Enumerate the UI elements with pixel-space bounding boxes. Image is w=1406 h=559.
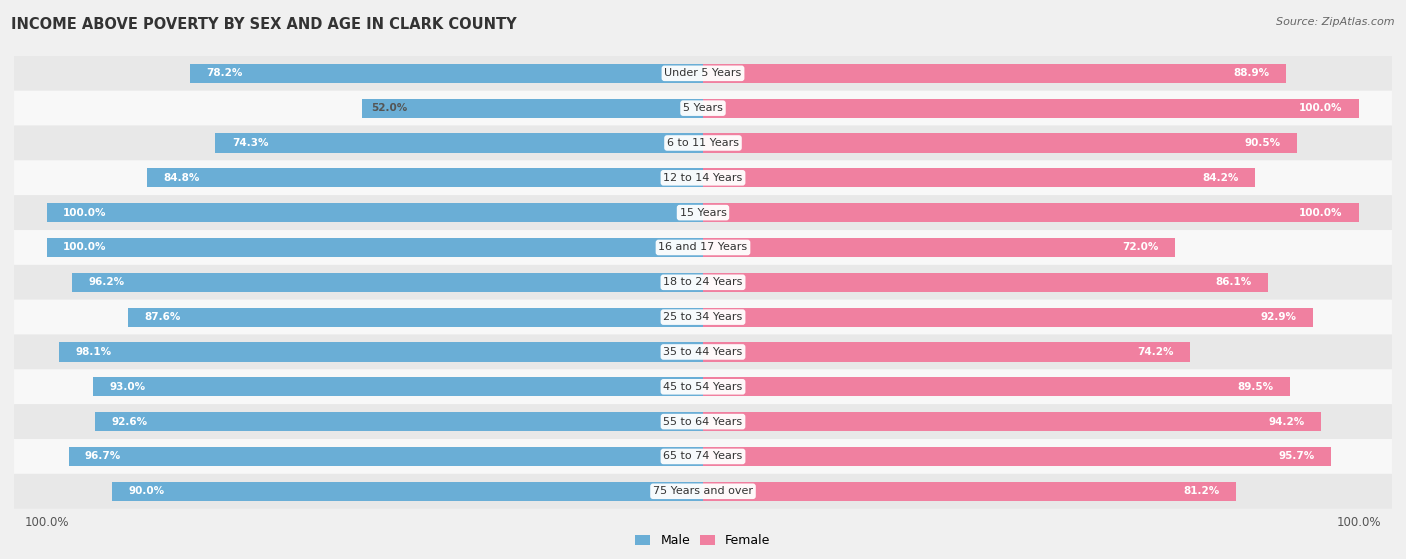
FancyBboxPatch shape	[14, 334, 1392, 369]
Bar	[96, 412, 703, 431]
Text: 86.1%: 86.1%	[1215, 277, 1251, 287]
Text: 74.2%: 74.2%	[1137, 347, 1174, 357]
Bar	[93, 377, 703, 396]
Text: 87.6%: 87.6%	[145, 312, 181, 322]
Text: 81.2%: 81.2%	[1182, 486, 1219, 496]
Text: 84.8%: 84.8%	[163, 173, 200, 183]
Bar	[46, 203, 703, 222]
Text: 89.5%: 89.5%	[1237, 382, 1274, 392]
Bar	[215, 134, 703, 153]
FancyBboxPatch shape	[14, 369, 1392, 404]
Text: 65 to 74 Years: 65 to 74 Years	[664, 452, 742, 461]
Text: 96.2%: 96.2%	[89, 277, 124, 287]
Bar	[190, 64, 703, 83]
Legend: Male, Female: Male, Female	[630, 529, 776, 552]
FancyBboxPatch shape	[14, 265, 1392, 300]
FancyBboxPatch shape	[14, 56, 1392, 91]
Text: 92.6%: 92.6%	[112, 416, 148, 427]
Text: 74.3%: 74.3%	[232, 138, 269, 148]
Bar	[72, 273, 703, 292]
Bar	[703, 377, 1291, 396]
Text: 16 and 17 Years: 16 and 17 Years	[658, 243, 748, 253]
Bar	[361, 98, 703, 118]
Bar	[703, 98, 1360, 118]
Text: 72.0%: 72.0%	[1122, 243, 1159, 253]
Text: 88.9%: 88.9%	[1234, 68, 1270, 78]
Text: 90.5%: 90.5%	[1244, 138, 1281, 148]
Bar	[703, 238, 1175, 257]
Text: 52.0%: 52.0%	[371, 103, 408, 113]
Bar	[703, 134, 1296, 153]
Text: 25 to 34 Years: 25 to 34 Years	[664, 312, 742, 322]
FancyBboxPatch shape	[14, 230, 1392, 265]
FancyBboxPatch shape	[14, 126, 1392, 160]
Text: 90.0%: 90.0%	[129, 486, 165, 496]
FancyBboxPatch shape	[14, 404, 1392, 439]
FancyBboxPatch shape	[14, 160, 1392, 195]
Text: 45 to 54 Years: 45 to 54 Years	[664, 382, 742, 392]
Bar	[69, 447, 703, 466]
Text: 100.0%: 100.0%	[63, 243, 107, 253]
Text: 94.2%: 94.2%	[1268, 416, 1305, 427]
Bar	[703, 273, 1268, 292]
Text: 78.2%: 78.2%	[207, 68, 243, 78]
Bar	[112, 482, 703, 501]
Text: INCOME ABOVE POVERTY BY SEX AND AGE IN CLARK COUNTY: INCOME ABOVE POVERTY BY SEX AND AGE IN C…	[11, 17, 517, 32]
Text: 100.0%: 100.0%	[63, 207, 107, 217]
Bar	[703, 342, 1189, 362]
FancyBboxPatch shape	[14, 439, 1392, 474]
Text: Source: ZipAtlas.com: Source: ZipAtlas.com	[1277, 17, 1395, 27]
FancyBboxPatch shape	[14, 300, 1392, 334]
Text: 12 to 14 Years: 12 to 14 Years	[664, 173, 742, 183]
Bar	[703, 447, 1331, 466]
FancyBboxPatch shape	[14, 474, 1392, 509]
Text: 15 Years: 15 Years	[679, 207, 727, 217]
Bar	[703, 64, 1286, 83]
Text: 6 to 11 Years: 6 to 11 Years	[666, 138, 740, 148]
FancyBboxPatch shape	[14, 91, 1392, 126]
Bar	[703, 168, 1256, 187]
Text: 35 to 44 Years: 35 to 44 Years	[664, 347, 742, 357]
Bar	[128, 307, 703, 326]
Text: 93.0%: 93.0%	[110, 382, 145, 392]
Text: 96.7%: 96.7%	[84, 452, 121, 461]
Text: 55 to 64 Years: 55 to 64 Years	[664, 416, 742, 427]
Text: 100.0%: 100.0%	[1299, 207, 1343, 217]
FancyBboxPatch shape	[14, 195, 1392, 230]
Text: 100.0%: 100.0%	[1299, 103, 1343, 113]
Text: 100.0%: 100.0%	[1337, 515, 1381, 529]
Bar	[703, 307, 1313, 326]
Text: 5 Years: 5 Years	[683, 103, 723, 113]
Text: 75 Years and over: 75 Years and over	[652, 486, 754, 496]
Bar	[703, 203, 1360, 222]
Text: 92.9%: 92.9%	[1260, 312, 1296, 322]
Bar	[146, 168, 703, 187]
Text: Under 5 Years: Under 5 Years	[665, 68, 741, 78]
Text: 95.7%: 95.7%	[1278, 452, 1315, 461]
Bar	[46, 238, 703, 257]
Text: 84.2%: 84.2%	[1202, 173, 1239, 183]
Text: 18 to 24 Years: 18 to 24 Years	[664, 277, 742, 287]
Text: 100.0%: 100.0%	[25, 515, 69, 529]
Bar	[59, 342, 703, 362]
Text: 98.1%: 98.1%	[76, 347, 112, 357]
Bar	[703, 412, 1322, 431]
Bar	[703, 482, 1236, 501]
